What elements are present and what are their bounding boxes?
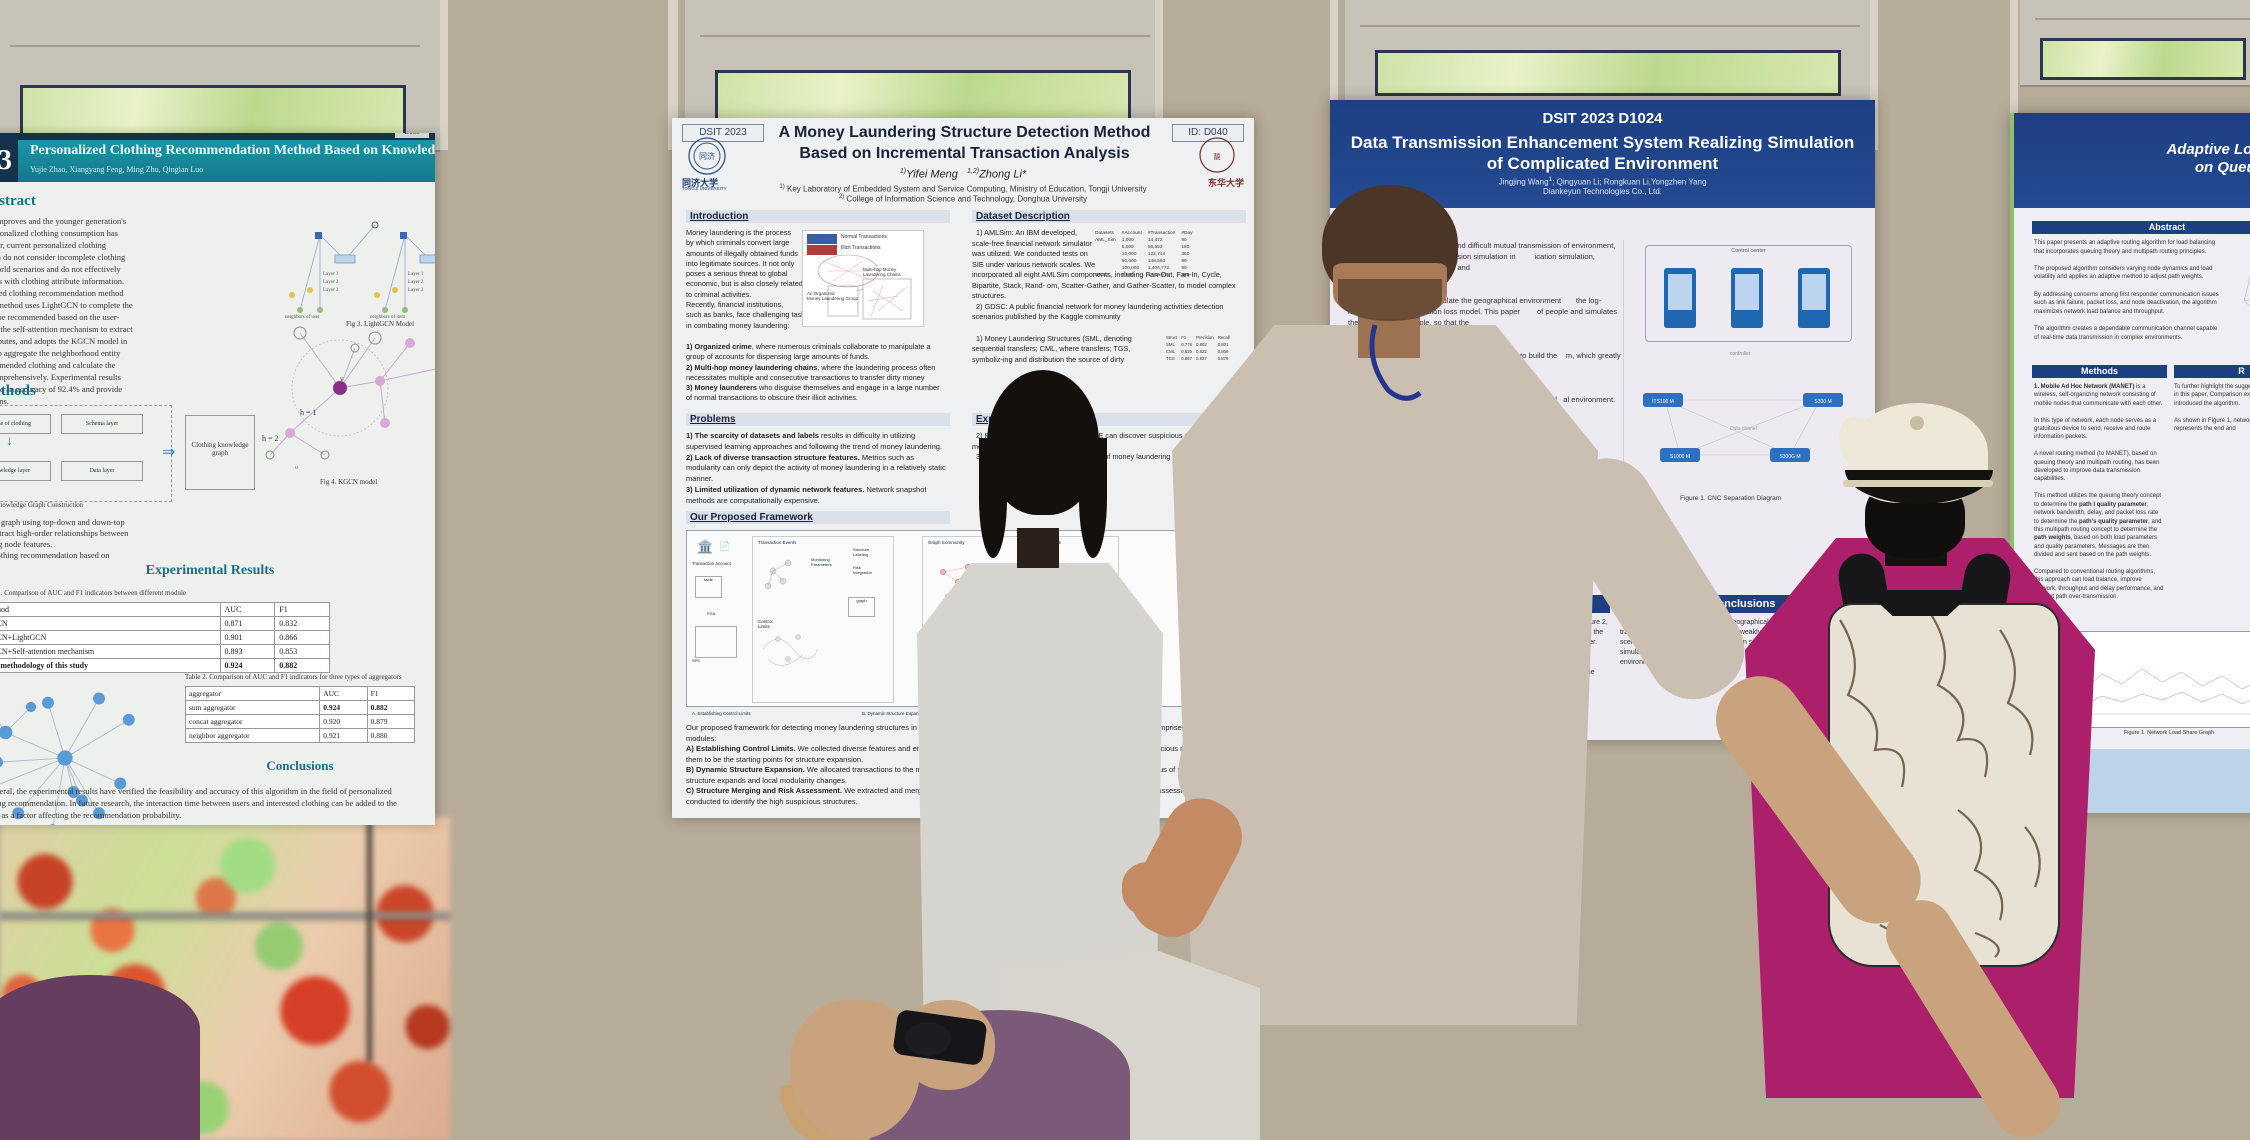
svg-text:Layer 3: Layer 3 xyxy=(408,288,424,293)
svg-text:h = 2: h = 2 xyxy=(262,434,279,443)
svg-text:Data chanel: Data chanel xyxy=(1730,426,1757,432)
svg-text:u: u xyxy=(295,465,298,471)
svg-text:neighbors of user: neighbors of user xyxy=(285,315,320,320)
svg-text:Layer 1: Layer 1 xyxy=(323,272,339,277)
svg-text:Layer 3: Layer 3 xyxy=(323,288,339,293)
svg-text:h = 1: h = 1 xyxy=(300,408,317,417)
svg-text:同济: 同济 xyxy=(699,151,715,161)
svg-text:Layer 2: Layer 2 xyxy=(408,280,424,285)
svg-text:controller: controller xyxy=(1730,351,1751,357)
svg-text:Layer 2: Layer 2 xyxy=(323,280,339,285)
svg-text:靚: 靚 xyxy=(1214,152,1221,161)
svg-text:v: v xyxy=(340,375,344,383)
svg-text:Layer 1: Layer 1 xyxy=(408,272,424,277)
